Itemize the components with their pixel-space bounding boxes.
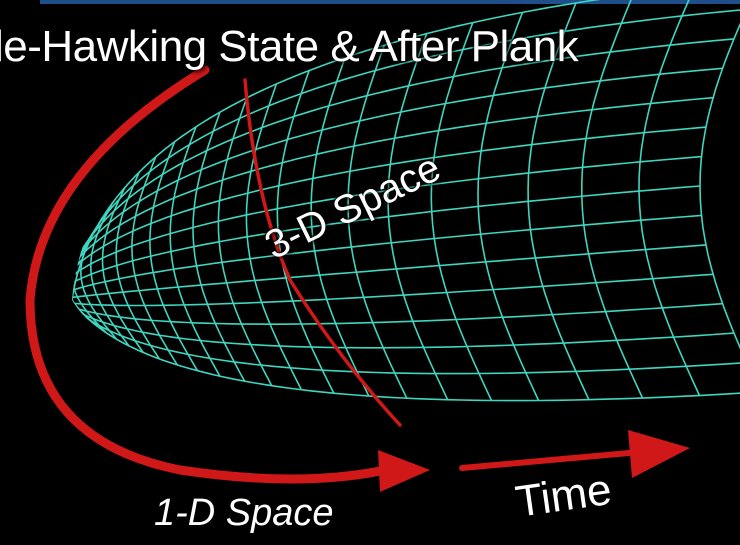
slide-title: le-Hawking State & After Plank — [0, 22, 579, 71]
grid-longitude — [72, 8, 740, 301]
grid-longitude — [72, 38, 735, 301]
grid-longitude — [72, 299, 740, 375]
grid-longitude — [72, 299, 735, 349]
grid-longitude — [72, 126, 706, 301]
grid-ring — [149, 141, 199, 372]
1d-space-curve — [25, 65, 390, 484]
time-arrow-line — [459, 449, 643, 471]
grid-longitude — [72, 185, 701, 301]
grid-longitude — [72, 244, 706, 301]
label-1d-space: 1-D Space — [154, 492, 334, 534]
grid-longitude — [72, 96, 714, 301]
grid-ring — [581, 0, 644, 399]
slide-top-bar — [40, 0, 740, 4]
3d-space-grid — [72, 0, 740, 402]
grid-longitude — [72, 299, 740, 402]
grid-longitude — [72, 273, 714, 307]
grid-longitude — [72, 214, 702, 301]
red-curves — [25, 65, 690, 492]
1d-space-arrowhead — [378, 450, 430, 492]
grid-longitude — [72, 155, 702, 301]
grid-ring — [72, 245, 98, 327]
time-arrowhead — [628, 430, 690, 478]
3d-space-curve — [243, 78, 402, 427]
grid-longitude — [72, 299, 723, 325]
grid-ring — [72, 292, 75, 304]
grid-longitude — [72, 67, 723, 301]
